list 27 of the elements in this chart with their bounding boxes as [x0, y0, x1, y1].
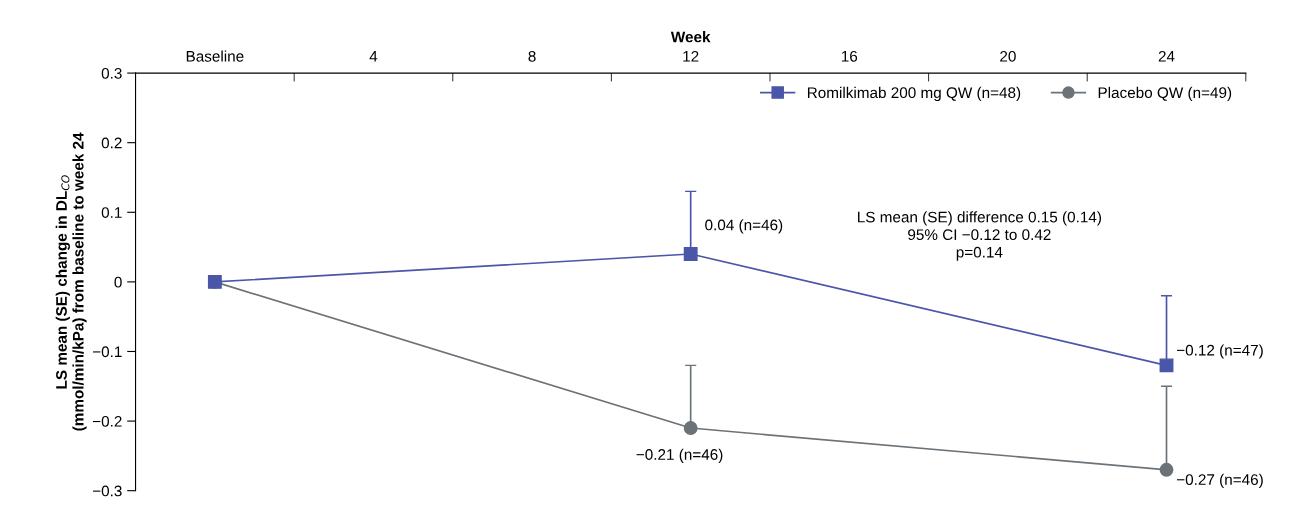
y-axis-title: LS mean (SE) change in DL$_{CO}$ (mmol/min/kPa) from baseline to week 24	[55, 132, 87, 431]
x-tick-label: 24	[1158, 50, 1175, 62]
y-tick-label: 0.3	[101, 67, 122, 79]
y-tick-label: 0.1	[101, 207, 122, 218]
x-tick-label: 8	[528, 50, 536, 62]
y-tick-label: −0.1	[92, 346, 122, 358]
point	[683, 421, 698, 435]
data-label: −0.21 (n=46)	[636, 448, 723, 463]
legend-label: Placebo QW (n=49)	[1098, 86, 1232, 102]
y-tick-label: 0.2	[101, 137, 122, 149]
x-tick-label: 12	[683, 50, 699, 62]
x-tick-label: 4	[369, 51, 378, 62]
data-label: 0.04 (n=46)	[705, 219, 783, 234]
x-tick-label: Baseline	[186, 50, 244, 62]
data-label: −0.12 (n=47)	[1176, 344, 1263, 359]
annotation: LS mean (SE) difference 0.15 (0.14) 95% CI −0.12 to 0.42 p=0.14	[858, 211, 1101, 261]
x-tick-label: 20	[1000, 50, 1016, 62]
point	[683, 247, 698, 261]
y-tick-label: 0	[114, 276, 122, 288]
point	[1159, 358, 1174, 373]
x-axis-title: Week	[670, 31, 711, 43]
point	[1159, 462, 1174, 477]
x-tick-label: 16	[841, 50, 858, 62]
y-tick-label: −0.3	[92, 485, 122, 497]
legend-label: Romilkimab 200 mg QW (n=48)	[807, 86, 1021, 102]
data-label: −0.27 (n=46)	[1176, 473, 1263, 489]
y-tick-label: −0.2	[92, 415, 122, 427]
